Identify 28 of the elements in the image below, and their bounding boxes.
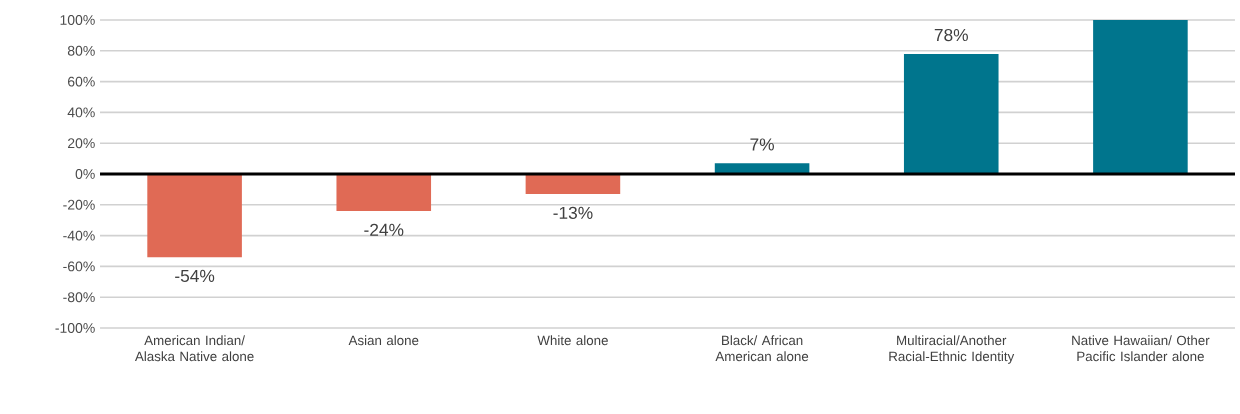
bar bbox=[903, 53, 999, 174]
bar bbox=[336, 173, 432, 211]
x-tick-label: Multiracial/Another Racial-Ethnic Identity bbox=[889, 335, 1015, 364]
y-tick-label: 0% bbox=[75, 169, 95, 179]
data-label: -24% bbox=[364, 223, 404, 236]
data-label: 78% bbox=[934, 28, 968, 42]
y-tick-label: -100% bbox=[55, 323, 95, 333]
y-tick-label: 100% bbox=[60, 15, 95, 25]
x-tick-label: American Indian/ Alaska Native alone bbox=[134, 335, 254, 362]
data-label: 7% bbox=[750, 138, 774, 151]
data-label: -54% bbox=[175, 269, 215, 283]
data-label: -13% bbox=[553, 206, 593, 219]
x-tick-label: Black/ African American alone bbox=[715, 335, 809, 362]
y-tick-label: 20% bbox=[68, 138, 95, 149]
y-tick-label: -40% bbox=[63, 230, 95, 241]
bar bbox=[714, 163, 810, 174]
bar bbox=[525, 173, 621, 195]
y-tick-label: 60% bbox=[68, 76, 95, 87]
x-tick-label: Asian alone bbox=[348, 335, 419, 346]
x-tick-label: Native Hawaiian/ Other Pacific Islander alone bbox=[1072, 335, 1210, 362]
y-tick-label: 40% bbox=[67, 107, 95, 118]
y-tick-label: -80% bbox=[63, 292, 95, 303]
y-tick-label: -20% bbox=[63, 199, 95, 210]
bar bbox=[1093, 20, 1188, 174]
y-tick-label: 80% bbox=[67, 45, 95, 56]
bar bbox=[147, 173, 242, 258]
x-tick-label: White alone bbox=[537, 335, 608, 346]
y-tick-label: -60% bbox=[63, 261, 95, 272]
